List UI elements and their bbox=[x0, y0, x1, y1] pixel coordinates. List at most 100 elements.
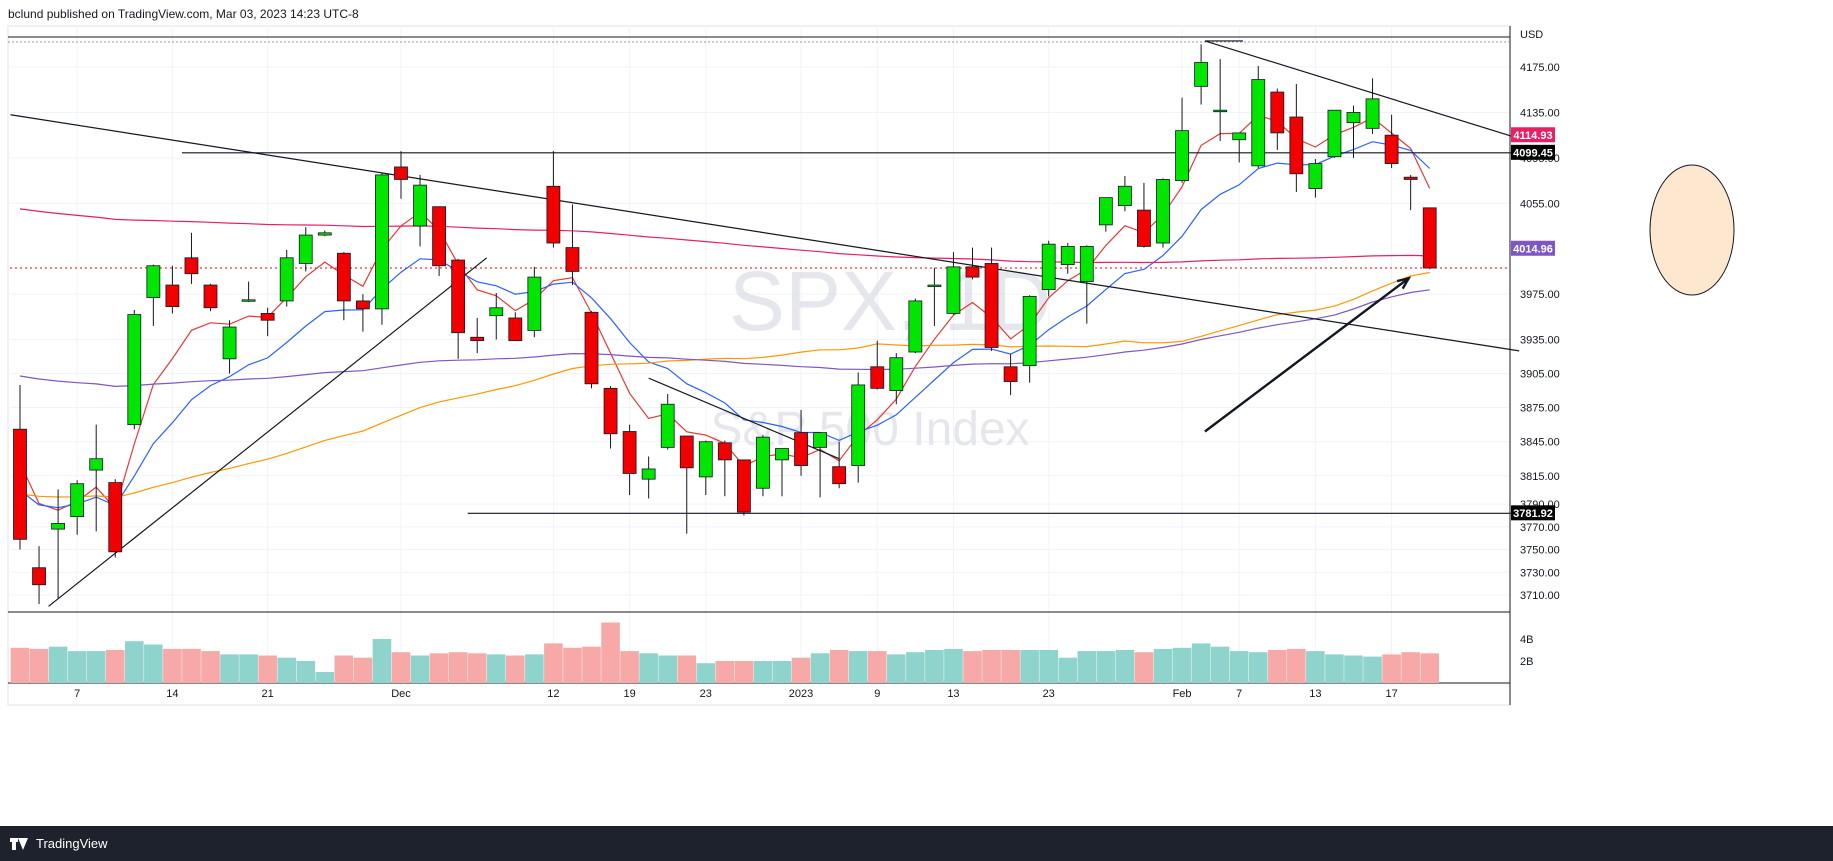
candle[interactable] bbox=[622, 424, 637, 496]
candle[interactable] bbox=[127, 310, 142, 430]
candle[interactable] bbox=[1194, 44, 1208, 105]
candle[interactable] bbox=[470, 317, 485, 354]
candle[interactable] bbox=[1079, 245, 1094, 324]
candle[interactable] bbox=[70, 480, 85, 535]
candle-body bbox=[203, 284, 218, 309]
candle[interactable] bbox=[317, 230, 332, 237]
candle[interactable] bbox=[737, 459, 751, 516]
candle[interactable] bbox=[165, 265, 180, 314]
candle[interactable] bbox=[1384, 114, 1399, 169]
candle[interactable] bbox=[946, 252, 961, 315]
tradingview-logo[interactable]: TradingView bbox=[10, 836, 108, 851]
candle[interactable] bbox=[1118, 176, 1132, 212]
candle[interactable] bbox=[1308, 159, 1323, 198]
candle[interactable] bbox=[660, 394, 675, 450]
price-chart[interactable]: SPX, 1D S&P 500 Index USD4175.004135.004… bbox=[0, 0, 1833, 826]
candle[interactable] bbox=[1327, 109, 1342, 158]
candle[interactable] bbox=[1213, 59, 1228, 141]
volume-bar bbox=[525, 654, 544, 683]
candle[interactable] bbox=[775, 448, 789, 497]
candle[interactable] bbox=[336, 252, 351, 321]
candle[interactable] bbox=[546, 151, 561, 248]
candle[interactable] bbox=[1251, 65, 1266, 169]
candle[interactable] bbox=[508, 312, 523, 342]
candle[interactable] bbox=[679, 435, 694, 534]
candle[interactable] bbox=[641, 456, 656, 499]
candle[interactable] bbox=[756, 434, 770, 497]
candle[interactable] bbox=[375, 172, 389, 325]
candle[interactable] bbox=[1403, 174, 1418, 211]
candle[interactable] bbox=[1098, 197, 1113, 232]
candle[interactable] bbox=[108, 479, 123, 558]
candle[interactable] bbox=[203, 283, 218, 312]
candle[interactable] bbox=[146, 264, 161, 326]
candle[interactable] bbox=[32, 546, 46, 605]
volume-bar bbox=[810, 653, 830, 683]
candle-body bbox=[375, 174, 389, 310]
candle[interactable] bbox=[565, 204, 580, 286]
candle[interactable] bbox=[1175, 97, 1189, 183]
candle[interactable] bbox=[298, 227, 313, 272]
candle-body bbox=[1422, 207, 1437, 269]
candle[interactable] bbox=[241, 281, 256, 303]
volume-bar bbox=[601, 622, 620, 683]
candle[interactable] bbox=[889, 353, 904, 405]
candle[interactable] bbox=[527, 266, 542, 338]
candle[interactable] bbox=[908, 298, 923, 354]
candle[interactable] bbox=[13, 384, 27, 550]
candle[interactable] bbox=[260, 307, 275, 337]
candle[interactable] bbox=[355, 294, 370, 332]
candle[interactable] bbox=[1156, 178, 1170, 248]
candle[interactable] bbox=[794, 409, 808, 476]
volume-bar bbox=[391, 652, 411, 683]
candle[interactable] bbox=[851, 372, 866, 483]
candle[interactable] bbox=[698, 440, 713, 496]
candle[interactable] bbox=[1137, 182, 1151, 248]
candle[interactable] bbox=[1041, 240, 1056, 297]
candle[interactable] bbox=[1270, 88, 1285, 150]
candle[interactable] bbox=[965, 247, 980, 280]
candle[interactable] bbox=[184, 232, 199, 284]
volume-bar bbox=[772, 661, 792, 683]
candle[interactable] bbox=[1289, 84, 1304, 192]
candle[interactable] bbox=[1060, 243, 1075, 274]
candle-body bbox=[1022, 295, 1037, 367]
candle[interactable] bbox=[394, 151, 408, 199]
candle[interactable] bbox=[603, 386, 618, 449]
candle-body bbox=[1403, 176, 1418, 180]
candle-body bbox=[1327, 109, 1342, 158]
candle[interactable] bbox=[717, 440, 732, 497]
candle[interactable] bbox=[813, 432, 827, 498]
candle[interactable] bbox=[870, 340, 885, 390]
candle[interactable] bbox=[584, 311, 599, 389]
time-tick-label: 19 bbox=[623, 688, 635, 700]
candle[interactable] bbox=[51, 489, 65, 599]
candle[interactable] bbox=[1346, 105, 1361, 158]
sma-pink-line bbox=[19, 208, 1430, 264]
candle-body bbox=[413, 184, 427, 227]
volume-bar bbox=[544, 643, 563, 683]
candle[interactable] bbox=[432, 206, 447, 276]
candle[interactable] bbox=[451, 258, 466, 359]
candle[interactable] bbox=[89, 424, 104, 532]
candle[interactable] bbox=[1422, 207, 1437, 270]
candle[interactable] bbox=[1232, 132, 1247, 163]
candle[interactable] bbox=[279, 249, 294, 307]
candle[interactable] bbox=[489, 292, 504, 340]
candle[interactable] bbox=[413, 174, 427, 247]
candle[interactable] bbox=[1003, 354, 1018, 396]
price-tick-label: 4175.00 bbox=[1520, 62, 1560, 74]
candle[interactable] bbox=[927, 268, 942, 326]
candle[interactable] bbox=[1365, 78, 1380, 135]
candle-body bbox=[32, 567, 46, 586]
candle-body bbox=[222, 326, 237, 360]
volume-bar bbox=[201, 651, 220, 683]
candle[interactable] bbox=[1022, 295, 1037, 383]
candle[interactable] bbox=[832, 441, 847, 489]
volume-bar bbox=[1268, 650, 1287, 683]
price-badge: 4099.45 bbox=[1511, 144, 1555, 160]
candle[interactable] bbox=[984, 247, 999, 351]
price-badge-text: 4114.93 bbox=[1513, 130, 1552, 142]
candles[interactable] bbox=[13, 44, 1437, 605]
candle[interactable] bbox=[222, 320, 237, 374]
